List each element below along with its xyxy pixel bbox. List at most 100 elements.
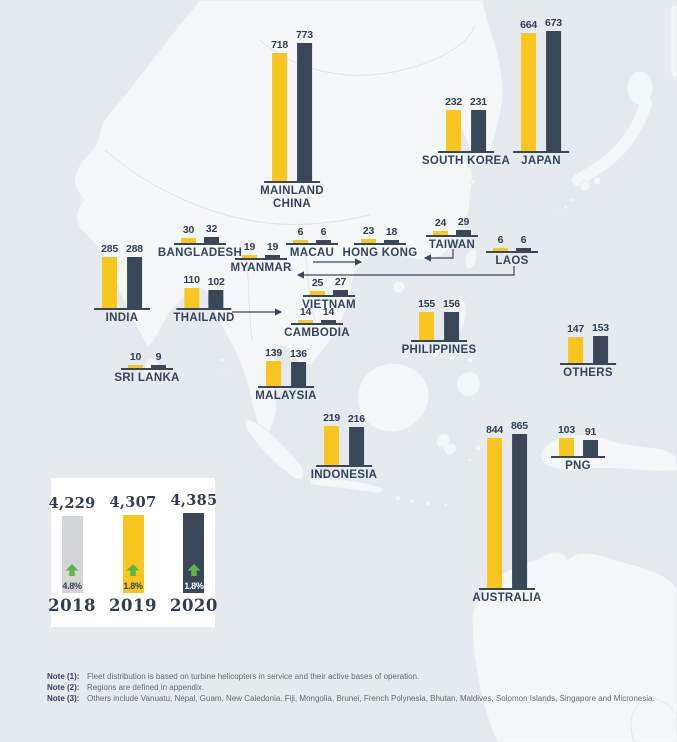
country-label: PNG — [565, 460, 591, 472]
bar-2019 — [568, 337, 584, 363]
value-label-2020: 14 — [322, 306, 335, 318]
bar-2020 — [592, 336, 608, 363]
borneo-island — [357, 362, 430, 433]
growth-up-arrow-icon — [187, 564, 201, 576]
legend-year-column: 4,229 4.8% 2018 — [48, 495, 96, 615]
bar-pair: 24 29 — [426, 216, 478, 237]
country-chart: 6 6 LAOS — [486, 234, 538, 267]
new-zealand-island — [630, 698, 677, 742]
value-label-2020: 27 — [334, 276, 347, 288]
bar-pair: 25 27 — [303, 276, 355, 297]
value-label-2020: 153 — [592, 322, 609, 334]
country-chart: 25 27 VIETNAM — [302, 276, 356, 311]
bar-pair: 6 6 — [486, 234, 538, 253]
bar-2019 — [272, 53, 288, 181]
bar-pair: 285 288 — [94, 243, 150, 310]
country-chart: 14 14 CAMBODIA — [284, 306, 349, 339]
bar-2019 — [310, 291, 325, 295]
growth-up-arrow-icon — [126, 564, 140, 576]
value-label-2019: 844 — [486, 424, 503, 436]
country-label: MACAU — [289, 247, 335, 259]
bar-pair: 10 9 — [121, 351, 173, 370]
country-chart: 6 6 MACAU — [286, 226, 338, 259]
country-chart: 155 156 PHILIPPINES — [402, 298, 477, 356]
bar-2019 — [433, 231, 448, 235]
country-borders — [104, 24, 476, 341]
bar-2020 — [545, 31, 561, 151]
growth-up-arrow-icon — [65, 564, 79, 576]
bar-2020 — [296, 43, 312, 181]
value-label-2020: 102 — [207, 276, 225, 288]
country-chart: 23 18 HONG KONG — [343, 225, 418, 259]
bar-2020 — [316, 240, 331, 243]
total-fleet-bar: 1.8% — [183, 513, 205, 593]
bar-2020 — [511, 434, 527, 588]
year-label: 2020 — [169, 596, 218, 615]
country-label: PHILIPPINES — [401, 344, 477, 356]
total-fleet-value: 4,229 — [48, 495, 96, 512]
value-label-2020: 288 — [126, 243, 143, 255]
bar-pair: 110 102 — [176, 274, 232, 310]
bar-2019 — [493, 248, 508, 251]
country-chart: 110 102 THAILAND — [173, 274, 234, 324]
java-island — [309, 478, 383, 494]
country-label: SRI LANKA — [114, 372, 180, 384]
value-label-2020: 91 — [584, 426, 597, 438]
jeju-island — [470, 179, 476, 185]
country-label: INDIA — [105, 312, 139, 324]
note-label: Note (2): — [47, 683, 80, 692]
fleet-totals-legend: 4,229 4.8% 2018 4,307 1.8% 2019 4,385 1.… — [48, 478, 218, 627]
new-guinea-island — [539, 433, 677, 472]
country-label: MAINLAND CHINA — [260, 185, 324, 210]
country-label: VIETNAM — [302, 299, 356, 311]
taiwan-island — [464, 248, 478, 270]
country-label: OTHERS — [563, 367, 613, 379]
country-chart: 139 136 MALAYSIA — [255, 347, 316, 402]
year-label: 2019 — [109, 596, 157, 615]
bar-pair: 139 136 — [258, 347, 314, 388]
value-label-2019: 232 — [445, 96, 462, 108]
country-label: JAPAN — [521, 155, 561, 167]
bar-pair: 664 673 — [513, 17, 569, 153]
value-label-2020: 29 — [457, 216, 470, 228]
value-label-2020: 32 — [205, 223, 218, 235]
bar-2020 — [126, 257, 142, 308]
bar-pair: 14 14 — [291, 306, 343, 325]
country-label: TAIWAN — [428, 239, 476, 251]
value-label-2020: 6 — [320, 226, 327, 238]
note-label: Note (1): — [47, 672, 80, 681]
country-label: SOUTH KOREA — [421, 155, 511, 167]
footnotes: Note (1): Fleet distribution is based on… — [47, 671, 655, 704]
country-chart: 718 773 MAINLAND CHINA — [260, 29, 323, 210]
note-row: Note (2): Regions are defined in appendi… — [47, 682, 655, 693]
value-label-2020: 231 — [470, 96, 487, 108]
bar-2020 — [321, 320, 336, 323]
total-fleet-value: 4,307 — [109, 494, 157, 511]
bar-2019 — [419, 312, 435, 340]
total-fleet-value: 4,385 — [170, 492, 218, 509]
bar-2020 — [470, 110, 486, 151]
country-chart: 844 865 AUSTRALIA — [472, 420, 541, 604]
country-label: HONG KONG — [342, 247, 418, 259]
bar-pair: 6 6 — [286, 226, 338, 245]
country-label: AUSTRALIA — [472, 592, 542, 604]
taiwan-connector — [423, 249, 454, 262]
bar-2020 — [443, 312, 459, 340]
sulawesi-island — [435, 433, 458, 456]
growth-percentage: 4.8% — [62, 581, 82, 591]
value-label-2020: 773 — [296, 29, 313, 41]
bar-2020 — [290, 362, 306, 386]
country-chart: 19 19 MYANMAR — [230, 241, 291, 274]
note-row: Note (3): Others include Vanuatu, Nepal,… — [47, 693, 655, 704]
country-label: THAILAND — [173, 312, 235, 324]
bar-2019 — [293, 240, 308, 243]
bar-2020 — [456, 230, 471, 235]
growth-percentage: 1.8% — [123, 581, 143, 591]
country-label: MYANMAR — [230, 262, 292, 274]
bar-pair: 155 156 — [411, 298, 467, 342]
country-label: CAMBODIA — [284, 327, 350, 339]
value-label-2020: 216 — [348, 413, 365, 425]
value-label-2019: 24 — [434, 217, 447, 229]
